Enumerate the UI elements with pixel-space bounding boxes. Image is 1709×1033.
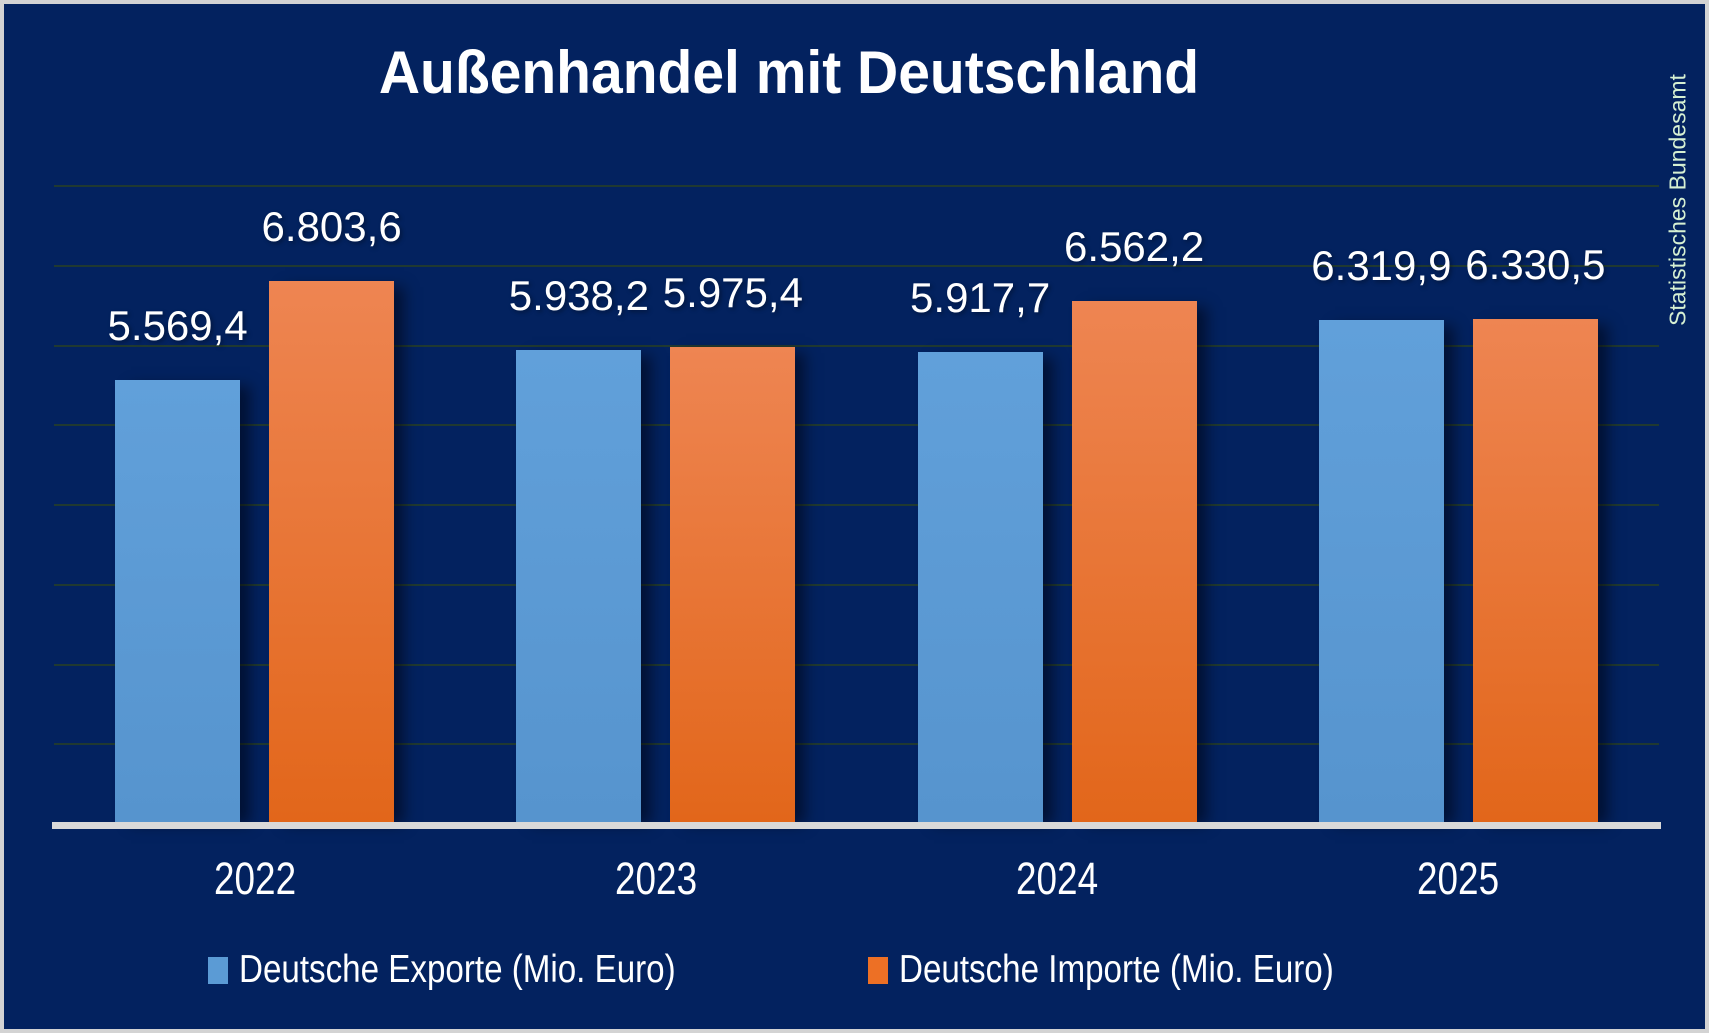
bar-value-label-2023-exporte: 5.938,2 — [508, 272, 649, 319]
x-axis-label-text: 2024 — [1016, 853, 1099, 904]
gridline — [54, 504, 1659, 506]
gridline — [54, 583, 1659, 586]
bar-2022-exporte — [115, 380, 241, 824]
bar-value-label-2024-importe: 6.562,2 — [1064, 223, 1205, 270]
bar-value-label-2022-exporte: 5.569,4 — [107, 302, 248, 349]
chart-title: Außenhandel mit Deutschland — [378, 39, 1200, 106]
legend-item-importe: Deutsche Importe (Mio. Euro) — [867, 948, 1411, 992]
x-axis-label: 2023 — [536, 854, 776, 904]
gridline — [54, 663, 1659, 666]
legend-swatch-importe-icon — [867, 956, 888, 984]
bar-2025-importe — [1472, 319, 1598, 824]
bar-2022-importe — [269, 281, 395, 824]
bar-2023-importe — [670, 347, 796, 824]
legend-label-importe: Deutsche Importe (Mio. Euro) — [898, 948, 1334, 991]
gridline — [54, 344, 1659, 347]
bar-value-label-2025-exporte: 6.319,9 — [1311, 242, 1452, 289]
gridline — [54, 185, 1659, 187]
bar-value-label-2022-importe: 6.803,6 — [261, 203, 402, 250]
bar-2023-exporte — [516, 350, 642, 824]
legend-item-exporte: Deutsche Exporte (Mio. Euro) — [207, 948, 753, 992]
x-axis-label-text: 2022 — [213, 853, 296, 904]
bar-value-label-2023-importe: 5.975,4 — [662, 269, 803, 316]
plot-area: 2022 5.569,4 6.803,6 2023 5.938,2 5.975,4 2024… — [4, 4, 1705, 1029]
bar-value-label-2024-exporte: 5.917,7 — [910, 274, 1051, 321]
bar-2024-exporte — [917, 352, 1043, 824]
bar-2025-exporte — [1318, 320, 1444, 824]
legend-swatch-exporte-icon — [207, 956, 228, 984]
x-axis-label: 2025 — [1338, 854, 1578, 904]
x-axis-label: 2024 — [937, 854, 1177, 904]
gridline — [54, 743, 1659, 746]
x-axis-label: 2022 — [135, 854, 375, 904]
bar-value-label-2025-importe: 6.330,5 — [1465, 241, 1606, 288]
x-axis-label-text: 2025 — [1417, 853, 1500, 904]
gridline — [54, 424, 1659, 427]
legend: Deutsche Exporte (Mio. Euro) Deutsche Im… — [54, 948, 1564, 992]
x-axis-label-text: 2023 — [614, 853, 697, 904]
gridline — [54, 264, 1659, 267]
bar-2024-importe — [1071, 301, 1197, 824]
legend-label-exporte: Deutsche Exporte (Mio. Euro) — [238, 948, 676, 991]
x-axis-line — [52, 822, 1661, 829]
